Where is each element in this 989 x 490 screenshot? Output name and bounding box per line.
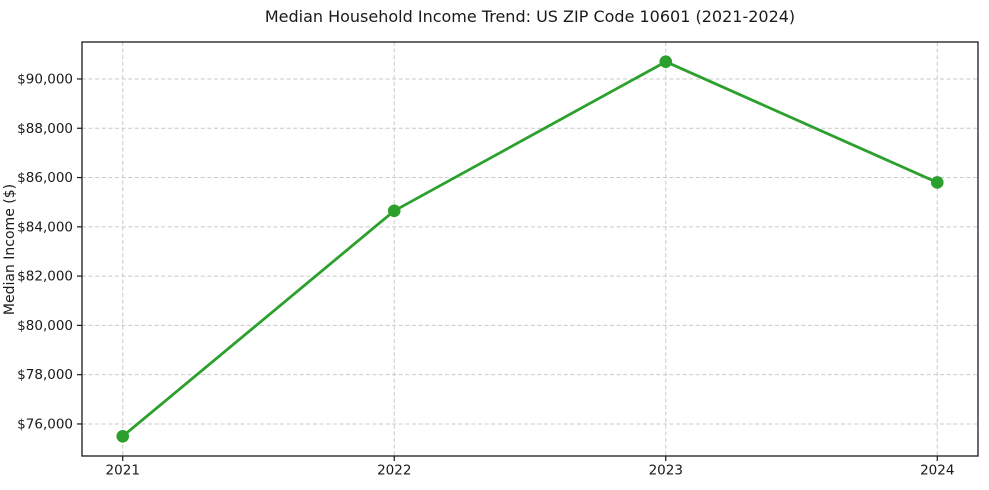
x-tick-label: 2023: [649, 463, 683, 479]
x-tick-label: 2021: [106, 463, 140, 479]
y-tick-label: $82,000: [17, 269, 73, 285]
y-tick-label: $80,000: [17, 318, 73, 334]
data-point-marker: [387, 204, 401, 218]
y-tick-label: $88,000: [17, 121, 73, 137]
chart-title: Median Household Income Trend: US ZIP Co…: [265, 7, 795, 26]
y-tick-label: $76,000: [17, 416, 73, 432]
x-tick-label: 2024: [920, 463, 954, 479]
x-tick-label: 2022: [377, 463, 411, 479]
y-tick-label: $84,000: [17, 219, 73, 235]
data-point-marker: [659, 55, 673, 69]
y-axis-label: Median Income ($): [2, 184, 18, 315]
y-tick-label: $78,000: [17, 367, 73, 383]
y-tick-label: $90,000: [17, 71, 73, 87]
data-point-marker: [930, 176, 944, 189]
y-tick-label: $86,000: [17, 170, 73, 186]
data-point-marker: [116, 429, 130, 443]
axes-frame: [81, 41, 979, 457]
data-line: [121, 60, 938, 438]
plot-area: $76,000 $78,000 $80,000 $82,000 $84,000 $86,0…: [17, 41, 979, 479]
